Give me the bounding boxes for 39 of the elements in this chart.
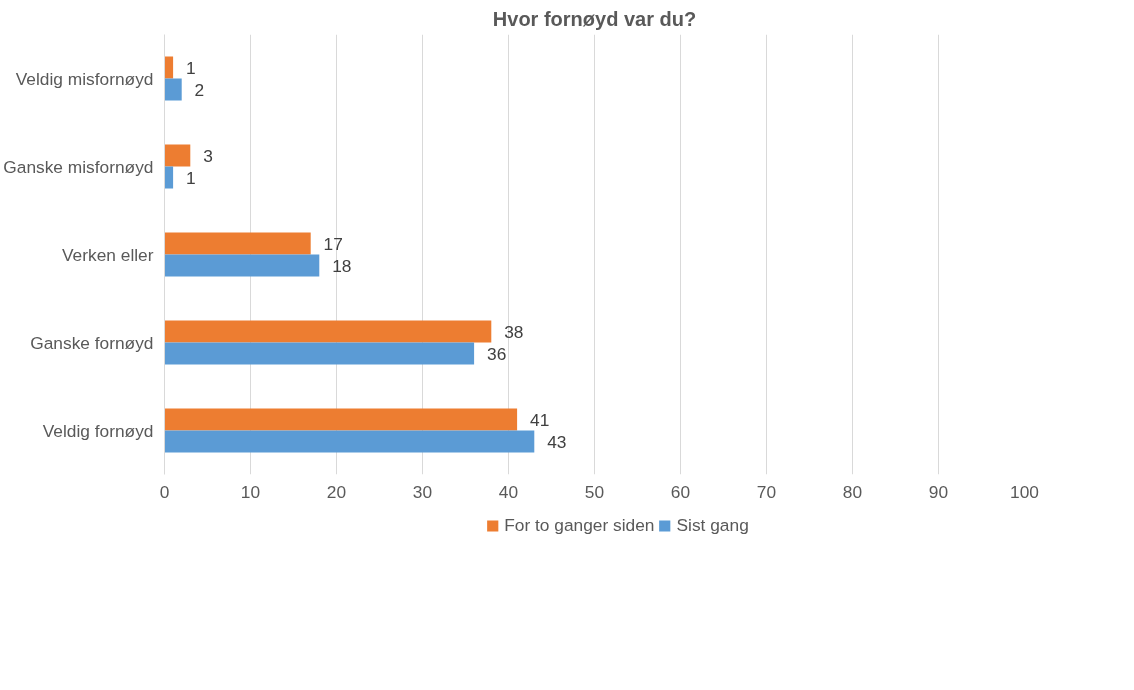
x-tick-label: 50 bbox=[584, 481, 605, 502]
y-tick-label: Verken eller bbox=[61, 244, 154, 265]
legend-label: For to ganger siden bbox=[504, 514, 655, 536]
x-tick-label: 30 bbox=[412, 481, 433, 502]
bar bbox=[164, 408, 518, 431]
data-label: 18 bbox=[332, 255, 352, 276]
bar bbox=[164, 232, 311, 255]
data-label: 1 bbox=[186, 57, 196, 78]
legend-label: Sist gang bbox=[676, 514, 749, 536]
bar bbox=[164, 254, 320, 277]
data-label: 43 bbox=[547, 431, 567, 452]
bar bbox=[164, 56, 174, 79]
data-label: 17 bbox=[323, 233, 343, 254]
bar bbox=[164, 144, 191, 167]
x-tick-label: 0 bbox=[159, 481, 170, 502]
y-tick-label: Veldig misfornøyd bbox=[15, 68, 154, 89]
data-label: 2 bbox=[194, 79, 205, 100]
data-label: 1 bbox=[186, 167, 196, 188]
y-tick-label: Ganske fornøyd bbox=[30, 332, 154, 353]
bar bbox=[164, 430, 535, 453]
x-tick-label: 70 bbox=[756, 481, 777, 502]
y-tick-label: Ganske misfornøyd bbox=[3, 156, 154, 177]
x-tick-label: 90 bbox=[928, 481, 949, 502]
data-label: 41 bbox=[530, 409, 550, 430]
bar bbox=[164, 166, 174, 189]
data-label: 38 bbox=[504, 321, 524, 342]
data-label: 36 bbox=[487, 343, 507, 364]
bar bbox=[164, 342, 475, 365]
x-tick-label: 10 bbox=[240, 481, 261, 502]
x-tick-label: 100 bbox=[1010, 481, 1039, 502]
data-label: 3 bbox=[203, 145, 213, 166]
chart-title: Hvor fornøyd var du? bbox=[492, 7, 697, 30]
bar bbox=[164, 320, 492, 343]
bar bbox=[164, 78, 182, 101]
y-tick-label: Veldig fornøyd bbox=[42, 420, 154, 441]
x-tick-label: 20 bbox=[326, 481, 347, 502]
x-tick-label: 60 bbox=[670, 481, 691, 502]
x-tick-label: 80 bbox=[842, 481, 863, 502]
x-tick-label: 40 bbox=[498, 481, 519, 502]
